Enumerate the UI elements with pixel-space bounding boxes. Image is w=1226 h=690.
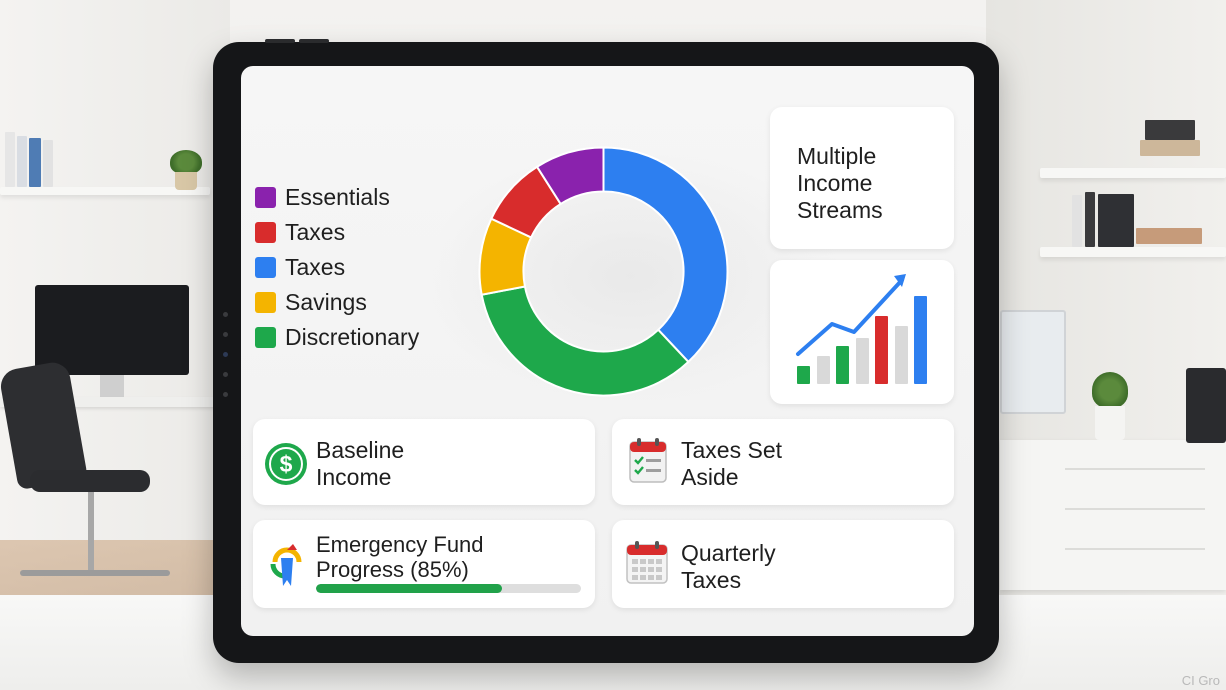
growth-bar [797,366,810,384]
quarterly-taxes-title: Quarterly Taxes [681,540,776,593]
legend-item: Essentials [255,180,419,215]
donut-slice-0 [602,146,729,364]
tablet-button [265,39,295,43]
emergency-fund-card[interactable]: Emergency Fund Progress (85%) [253,520,595,608]
dollar-icon: $ [265,443,307,485]
bar-chart-trend-up-icon [796,274,927,384]
growth-bar [817,356,830,384]
background-monitor-right [1000,310,1066,414]
ribbon-medal-icon [270,544,302,586]
calendar-checklist-icon [629,438,667,483]
growth-bar [914,296,927,384]
emergency-fund-progress-fill [316,584,502,593]
trend-arrowhead [894,274,906,287]
budget-donut-chart [478,146,729,397]
book [1072,195,1082,247]
multiple-income-streams-card[interactable]: Multiple Income Streams [770,107,954,249]
multiple-income-streams-title: Multiple Income Streams [797,143,883,223]
chart-legend: Essentials Taxes Taxes Savings Discretio… [255,180,419,355]
shelf-right-top [1040,168,1226,178]
book [29,138,41,187]
legend-swatch [255,187,276,208]
legend-swatch [255,257,276,278]
legend-item: Savings [255,285,419,320]
growth-bar [856,338,869,384]
tablet-button [299,39,329,43]
svg-text:$: $ [280,451,293,477]
baseline-income-title: Baseline Income [316,437,405,490]
book [1145,120,1195,140]
drawer [1065,508,1205,550]
baseline-income-card[interactable]: $ Baseline Income [253,419,595,505]
calendar-icon [626,541,668,584]
book [1140,140,1200,156]
desk-right [1000,440,1226,590]
donut-slice-4 [535,146,605,206]
book [43,140,53,187]
drawer [1065,468,1205,510]
book [1136,228,1202,244]
legend-item: Taxes [255,250,419,285]
background-monitor-far-right [1186,368,1226,443]
chair-base [20,570,170,576]
growth-bar [875,316,888,384]
growth-chart-card[interactable] [770,260,954,404]
legend-swatch [255,327,276,348]
trend-line [796,278,904,356]
legend-swatch [255,292,276,313]
book [1085,192,1095,247]
emergency-fund-progress-bar [316,584,581,593]
shelf-left [0,187,210,195]
legend-label: Taxes [285,219,346,245]
shelf-right-bottom [1040,247,1226,257]
drawer [1065,548,1205,590]
taxes-set-aside-title: Taxes Set Aside [681,437,782,490]
emergency-fund-title: Emergency Fund Progress (85%) [316,532,484,582]
legend-item: Discretionary [255,320,419,355]
legend-label: Discretionary [285,324,420,350]
taxes-set-aside-card[interactable]: Taxes Set Aside [612,419,954,505]
tablet-sensor [223,312,228,317]
legend-swatch [255,222,276,243]
tablet-sensor [223,392,228,397]
plant-left [168,150,204,190]
legend-label: Taxes [285,254,346,280]
watermark-text: CI Gro [1181,673,1220,688]
tablet-sensor [223,372,228,377]
desk-left [0,397,215,407]
legend-label: Savings [285,289,367,315]
plant-right [1090,372,1130,440]
monitor-stand [100,375,124,397]
chair-leg [88,492,94,572]
growth-bar [836,346,849,384]
donut-slice-1 [480,285,690,397]
book [1098,194,1134,247]
growth-bar [895,326,908,384]
book [5,132,15,187]
tablet-sensor [223,352,228,357]
legend-item: Taxes [255,215,419,250]
book [17,136,27,187]
chair-seat [30,470,150,492]
tablet-screen: Essentials Taxes Taxes Savings Discretio… [241,66,974,636]
quarterly-taxes-card[interactable]: Quarterly Taxes [612,520,954,608]
tablet-sensor [223,332,228,337]
background-monitor [35,285,189,375]
legend-label: Essentials [285,184,390,210]
